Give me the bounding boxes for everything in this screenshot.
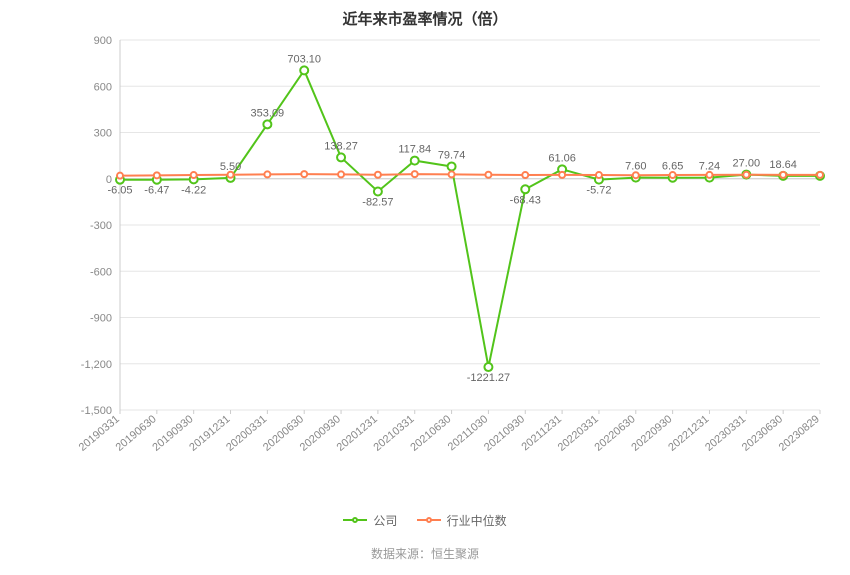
svg-text:-600: -600 [90, 266, 112, 278]
svg-text:61.06: 61.06 [548, 152, 576, 164]
svg-text:-1,500: -1,500 [81, 405, 112, 417]
svg-text:703.10: 703.10 [287, 53, 321, 65]
data-source: 数据来源：恒生聚源 [0, 545, 850, 562]
svg-text:79.74: 79.74 [438, 149, 466, 161]
svg-text:-1221.27: -1221.27 [467, 372, 510, 384]
svg-text:117.84: 117.84 [398, 144, 431, 156]
svg-text:138.27: 138.27 [324, 140, 358, 152]
svg-text:20210630: 20210630 [408, 413, 453, 454]
svg-text:-1,200: -1,200 [81, 359, 112, 371]
chart-title: 近年来市盈率情况（倍） [0, 0, 850, 33]
svg-text:-300: -300 [90, 220, 112, 232]
chart-area: -1,500-1,200-900-600-3000300600900201903… [0, 30, 850, 500]
svg-text:-6.47: -6.47 [144, 185, 169, 197]
chart-svg: -1,500-1,200-900-600-3000300600900201903… [0, 30, 850, 500]
legend-item-company: 公司 [343, 512, 397, 529]
svg-text:7.60: 7.60 [625, 161, 646, 173]
legend-line-icon [417, 519, 441, 521]
legend-marker-icon [426, 517, 432, 523]
svg-text:900: 900 [94, 35, 112, 47]
svg-text:-5.72: -5.72 [586, 185, 611, 197]
legend-label-industry: 行业中位数 [447, 512, 507, 529]
svg-text:300: 300 [94, 128, 112, 140]
legend-label-company: 公司 [373, 512, 397, 529]
svg-text:-4.22: -4.22 [181, 184, 206, 196]
svg-text:20230829: 20230829 [777, 413, 822, 454]
legend: 公司 行业中位数 [0, 510, 850, 529]
source-prefix: 数据来源： [371, 547, 431, 561]
svg-text:6.65: 6.65 [662, 161, 683, 173]
svg-text:600: 600 [94, 81, 112, 93]
svg-text:27.00: 27.00 [733, 158, 761, 170]
svg-text:18.64: 18.64 [769, 159, 797, 171]
legend-item-industry: 行业中位数 [417, 512, 507, 529]
svg-text:-82.57: -82.57 [362, 196, 393, 208]
legend-marker-icon [352, 517, 358, 523]
source-name: 恒生聚源 [431, 547, 479, 561]
svg-text:20210930: 20210930 [482, 413, 527, 454]
legend-line-icon [343, 519, 367, 521]
svg-text:-6.05: -6.05 [107, 185, 132, 197]
svg-text:-68.43: -68.43 [510, 194, 541, 206]
svg-text:-900: -900 [90, 313, 112, 325]
svg-text:7.24: 7.24 [699, 161, 720, 173]
svg-text:353.09: 353.09 [251, 107, 285, 119]
